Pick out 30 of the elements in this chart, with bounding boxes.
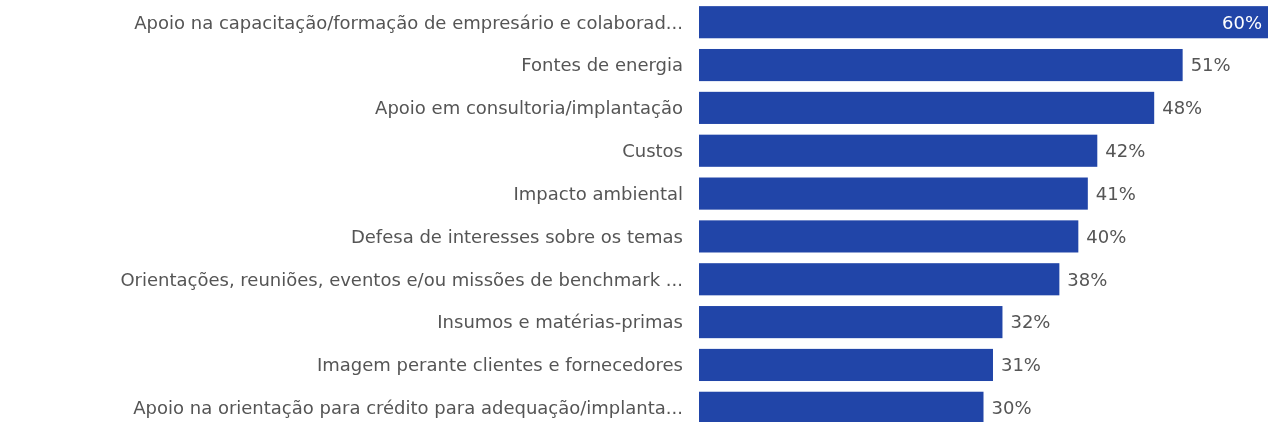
bar: [699, 263, 1060, 296]
bar: [699, 306, 1003, 339]
y-tick-label: Fontes de energia: [521, 54, 683, 76]
bar: [699, 134, 1098, 167]
y-tick-label: Imagem perante clientes e fornecedores: [316, 354, 683, 376]
y-tick-label: Defesa de interesses sobre os temas: [350, 225, 683, 247]
y-tick-label: Orientações, reuniões, eventos e/ou missões de benchmark ...: [120, 268, 683, 290]
data-label: 30%: [991, 397, 1032, 419]
y-tick-label: Apoio na capacitação/formação de empresário e colaborad...: [134, 11, 683, 33]
data-label: 48%: [1162, 97, 1203, 119]
bar: [699, 6, 1268, 39]
data-label: 38%: [1067, 268, 1108, 290]
y-tick-label: Apoio em consultoria/implantação: [375, 97, 683, 119]
y-tick-label: Apoio na orientação para crédito para adequação/implanta...: [133, 397, 683, 419]
bar: [699, 48, 1183, 82]
y-tick-label: Custos: [622, 140, 683, 162]
bar: [699, 177, 1088, 210]
data-label: 51%: [1190, 54, 1231, 76]
y-tick-label: Impacto ambiental: [513, 182, 683, 204]
data-label: 41%: [1095, 182, 1136, 204]
data-label: 60%: [1221, 11, 1262, 33]
data-label: 40%: [1086, 225, 1127, 247]
data-label: 32%: [1010, 311, 1051, 333]
data-label: 42%: [1105, 140, 1146, 162]
bar: [699, 220, 1079, 253]
data-label: 31%: [1000, 354, 1041, 376]
y-tick-label: Insumos e matérias-primas: [437, 311, 683, 333]
bar: [699, 91, 1155, 124]
bar: [699, 348, 993, 382]
bar: [699, 391, 984, 422]
